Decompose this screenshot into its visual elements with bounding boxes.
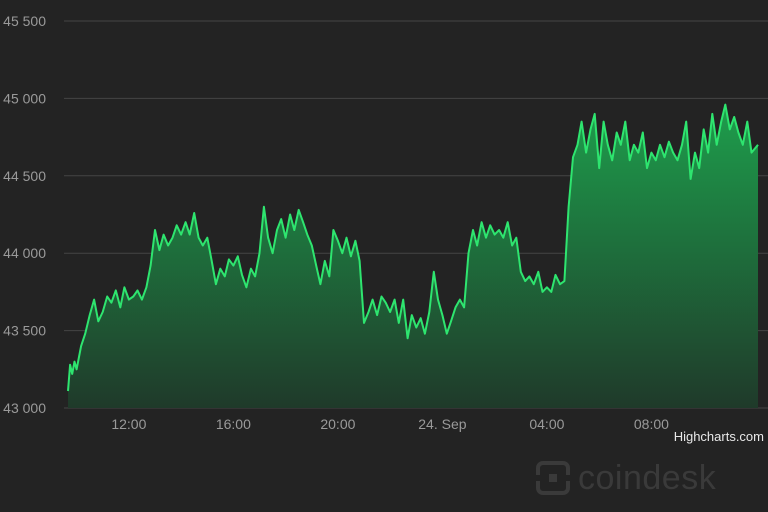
y-tick-label: 43 000 <box>3 400 46 416</box>
x-tick-label: 04:00 <box>529 416 564 432</box>
y-tick-label: 44 500 <box>3 168 46 184</box>
x-tick-label: 20:00 <box>320 416 355 432</box>
coindesk-logo-mark-icon <box>536 461 570 495</box>
y-tick-label: 43 500 <box>3 323 46 339</box>
x-tick-label: 08:00 <box>634 416 669 432</box>
x-tick-label: 16:00 <box>216 416 251 432</box>
coindesk-logo: coindesk <box>536 458 716 498</box>
y-axis-labels: 43 000 43 500 44 000 44 500 45 000 45 500 <box>3 13 46 416</box>
highcharts-credits-link[interactable]: Highcharts.com <box>673 429 764 444</box>
y-tick-label: 45 000 <box>3 90 46 106</box>
price-area-fill <box>68 104 758 408</box>
y-tick-label: 44 000 <box>3 245 46 261</box>
coindesk-logo-text: coindesk <box>578 458 717 497</box>
x-tick-label: 24. Sep <box>418 416 466 432</box>
x-tick-label: 12:00 <box>111 416 146 432</box>
y-tick-label: 45 500 <box>3 13 46 29</box>
price-series-line <box>67 103 759 392</box>
x-axis-labels: 12:00 16:00 20:00 24. Sep 04:00 08:00 <box>111 416 669 432</box>
